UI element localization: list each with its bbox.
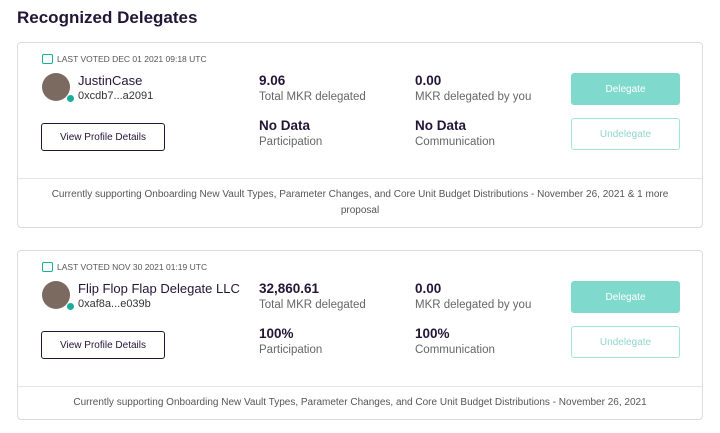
- stat-label: Participation: [259, 344, 323, 356]
- delegate-card: LAST VOTED NOV 30 2021 01:19 UTC Flip Flo…: [17, 250, 703, 420]
- card-body: LAST VOTED DEC 01 2021 09:18 UTC JustinCa…: [18, 43, 702, 179]
- view-profile-button[interactable]: View Profile Details: [41, 331, 165, 359]
- undelegate-button[interactable]: Undelegate: [571, 326, 680, 358]
- supporting-text: Currently supporting Onboarding New Vaul…: [51, 189, 669, 216]
- last-voted: LAST VOTED NOV 30 2021 01:19 UTC: [42, 262, 207, 272]
- stat-value: 32,860.61: [259, 281, 320, 296]
- stat-value: No Data: [415, 118, 467, 133]
- stat-value: 9.06: [259, 73, 286, 88]
- delegate-card: LAST VOTED DEC 01 2021 09:18 UTC JustinCa…: [17, 42, 703, 228]
- status-dot: [66, 94, 75, 103]
- last-voted: LAST VOTED DEC 01 2021 09:18 UTC: [42, 54, 207, 64]
- stat-label: MKR delegated by you: [415, 299, 532, 311]
- delegate-address: 0xcdb7...a2091: [78, 90, 154, 102]
- calendar-icon: [42, 262, 53, 272]
- stat-label: MKR delegated by you: [415, 91, 532, 103]
- stat-value: 0.00: [415, 281, 442, 296]
- avatar: [42, 281, 70, 309]
- avatar: [42, 73, 70, 101]
- stat-label: Participation: [259, 136, 323, 148]
- delegate-address: 0xaf8a...e039b: [78, 298, 151, 310]
- delegate-button[interactable]: Delegate: [571, 73, 680, 105]
- supporting-text: Currently supporting Onboarding New Vaul…: [73, 397, 647, 408]
- stat-value: 100%: [415, 326, 450, 341]
- delegate-button[interactable]: Delegate: [571, 281, 680, 313]
- stat-label: Total MKR delegated: [259, 91, 366, 103]
- stat-value: 0.00: [415, 73, 442, 88]
- calendar-icon: [42, 54, 53, 64]
- delegate-name[interactable]: Flip Flop Flap Delegate LLC: [78, 281, 240, 296]
- stat-label: Communication: [415, 136, 495, 148]
- page-title: Recognized Delegates: [17, 8, 198, 27]
- undelegate-button[interactable]: Undelegate: [571, 118, 680, 150]
- view-profile-button[interactable]: View Profile Details: [41, 123, 165, 151]
- stat-value: 100%: [259, 326, 294, 341]
- status-dot: [66, 302, 75, 311]
- last-voted-text: LAST VOTED NOV 30 2021 01:19 UTC: [57, 262, 208, 272]
- stat-label: Communication: [415, 344, 495, 356]
- card-body: LAST VOTED NOV 30 2021 01:19 UTC Flip Flo…: [18, 251, 702, 387]
- stat-label: Total MKR delegated: [259, 299, 366, 311]
- stat-value: No Data: [259, 118, 311, 133]
- delegate-name[interactable]: JustinCase: [78, 73, 143, 88]
- last-voted-text: LAST VOTED DEC 01 2021 09:18 UTC: [57, 54, 207, 64]
